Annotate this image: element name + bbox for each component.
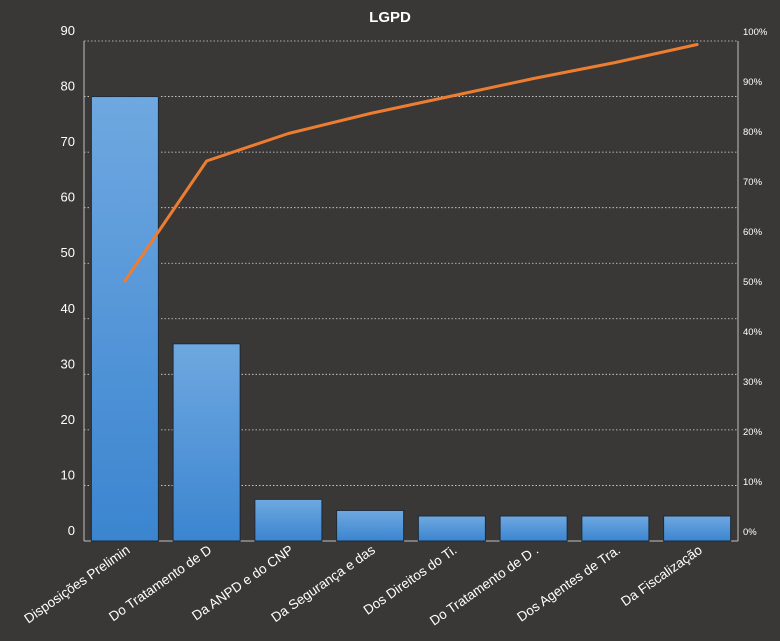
y2-tick-label: 30% — [743, 377, 763, 388]
y2-tick-label: 100% — [743, 27, 768, 38]
y2-tick-label: 40% — [743, 327, 763, 338]
chart-title: LGPD — [369, 9, 411, 26]
bar — [663, 515, 732, 542]
y-tick-label: 10 — [61, 467, 75, 482]
cumulative-line — [123, 43, 699, 283]
y-tick-label: 70 — [61, 134, 75, 149]
y-tick-label: 30 — [61, 356, 75, 371]
y2-tick-label: 80% — [743, 127, 763, 138]
y-tick-label: 40 — [61, 301, 75, 316]
y2-tick-label: 20% — [743, 427, 763, 438]
bar — [90, 96, 159, 542]
y2-tick-label: 90% — [743, 77, 763, 88]
left-axis-ticks: 0 10 20 30 40 50 60 70 80 90 — [61, 23, 75, 538]
x-tick-label: Da Fiscalização — [618, 542, 705, 609]
bar — [499, 515, 568, 542]
cumulative-line-path — [123, 43, 699, 283]
y2-tick-label: 0% — [743, 527, 757, 538]
y2-tick-label: 70% — [743, 177, 763, 188]
y2-tick-label: 60% — [743, 227, 763, 238]
y2-tick-label: 50% — [743, 277, 763, 288]
y-tick-label: 60 — [61, 190, 75, 205]
bars — [90, 96, 732, 542]
bar — [336, 509, 405, 542]
right-axis-ticks: 0% 10% 20% 30% 40% 50% 60% 70% 80% 90% 100% — [743, 27, 768, 538]
bar — [417, 515, 486, 542]
bar — [581, 515, 650, 542]
y2-tick-label: 10% — [743, 477, 763, 488]
y-tick-label: 20 — [61, 412, 75, 427]
bar — [172, 343, 241, 542]
bar — [254, 498, 323, 542]
y-tick-label: 0 — [68, 523, 75, 538]
y-tick-label: 50 — [61, 245, 75, 260]
y-tick-label: 90 — [61, 23, 75, 38]
y-tick-label: 80 — [61, 79, 75, 94]
